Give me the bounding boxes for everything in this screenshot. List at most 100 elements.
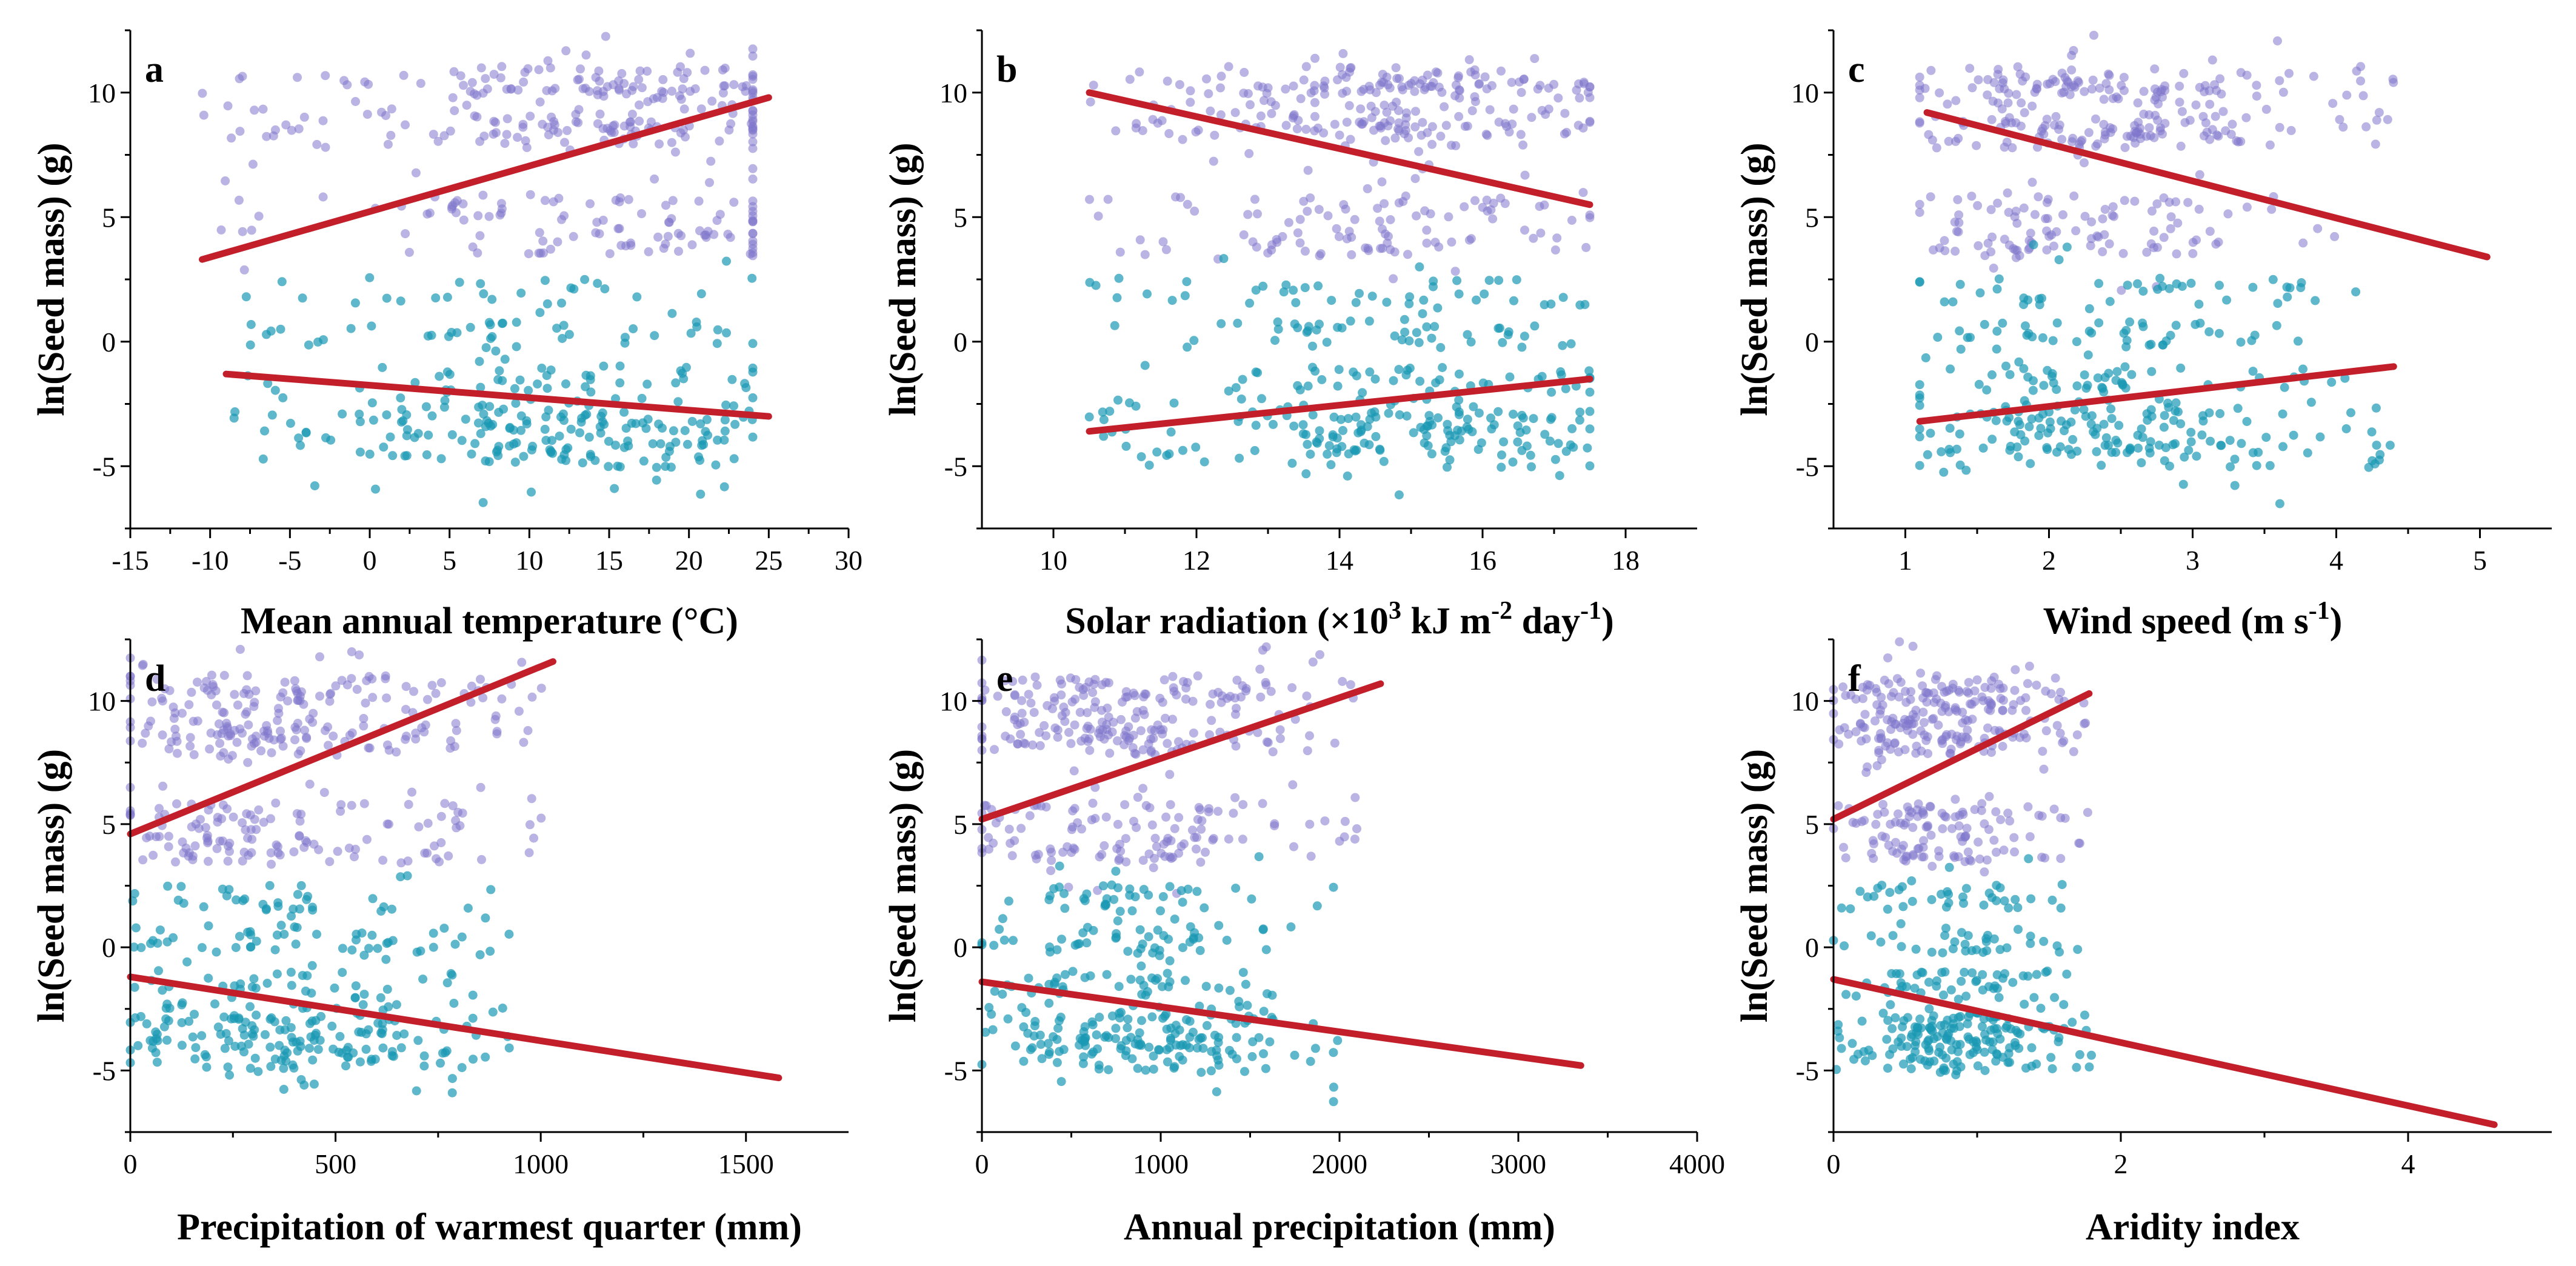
data-point [2114, 94, 2123, 104]
data-point [1155, 945, 1164, 955]
data-point [1983, 90, 1992, 100]
data-point [1136, 961, 1146, 971]
data-point [1912, 741, 1921, 751]
data-point [2051, 112, 2061, 121]
data-point [442, 293, 452, 302]
data-point [1166, 800, 1175, 810]
data-point [1896, 919, 1906, 928]
data-point [2201, 118, 2211, 128]
data-point [1949, 1024, 1959, 1033]
data-point [1356, 104, 1366, 114]
data-point [1233, 318, 1243, 328]
data-point [173, 748, 182, 758]
data-point [1989, 672, 1999, 682]
data-point [1940, 931, 1950, 941]
data-point [412, 1086, 421, 1096]
x-axis-title: Precipitation of warmest quarter (mm) [177, 1207, 802, 1248]
data-point [1112, 293, 1122, 302]
data-point [2237, 439, 2246, 448]
data-point [1995, 883, 2005, 893]
data-point [720, 64, 730, 73]
data-point [2233, 404, 2243, 413]
y-tick-label: -5 [93, 451, 116, 482]
data-point [1116, 846, 1126, 856]
data-point [586, 387, 596, 397]
data-point [657, 87, 667, 96]
data-point [1963, 725, 1972, 735]
data-point [1967, 699, 1977, 709]
data-point [2093, 139, 2102, 148]
data-point [1098, 725, 1107, 735]
data-point [719, 435, 729, 445]
data-point [2283, 292, 2292, 302]
data-point [1474, 79, 1484, 89]
data-point [472, 90, 482, 100]
data-point [1858, 682, 1867, 692]
data-point [1162, 837, 1172, 847]
data-point [1995, 945, 2005, 954]
data-point [429, 130, 438, 139]
data-point [1064, 882, 1073, 892]
data-point [359, 950, 369, 960]
data-point [1149, 733, 1158, 743]
data-point [1083, 721, 1093, 731]
data-point [401, 682, 411, 691]
data-point [2205, 99, 2215, 109]
data-point [2186, 427, 2196, 437]
data-point [2275, 499, 2284, 508]
data-point [748, 367, 758, 377]
data-point [154, 966, 163, 976]
data-point [1972, 675, 1982, 685]
data-point [1971, 977, 1981, 987]
data-point [435, 371, 444, 381]
data-point [1464, 235, 1474, 245]
data-point [1310, 112, 1320, 121]
data-point [2252, 81, 2261, 90]
data-point [586, 375, 595, 384]
data-point [1851, 991, 1861, 1001]
data-point [1463, 415, 1472, 424]
data-point [1370, 107, 1380, 116]
data-point [705, 178, 714, 187]
data-point [2147, 206, 2157, 216]
data-point [450, 106, 459, 116]
data-point [1999, 845, 2009, 855]
data-point [1361, 243, 1370, 253]
data-point [1212, 1051, 1222, 1061]
data-point [147, 697, 157, 707]
data-point [1333, 75, 1343, 85]
data-point [384, 819, 393, 829]
data-point [1017, 696, 1027, 705]
data-point [1395, 410, 1404, 419]
data-point [1869, 839, 1878, 848]
data-point [2100, 441, 2110, 450]
data-point [534, 65, 544, 75]
data-point [251, 686, 261, 696]
data-point [486, 421, 496, 431]
data-point [191, 1043, 201, 1053]
data-point [626, 238, 636, 248]
data-point [1149, 863, 1158, 873]
data-point [669, 426, 678, 436]
data-point [1059, 1045, 1069, 1054]
data-point [1950, 853, 1960, 862]
data-point [1581, 242, 1591, 252]
data-point [1467, 106, 1477, 116]
data-point [990, 987, 999, 996]
data-point [184, 1016, 194, 1026]
data-point [1983, 238, 1993, 248]
data-point [1346, 316, 1355, 326]
data-point [696, 419, 706, 428]
data-point [2164, 402, 2174, 412]
data-point [1341, 204, 1350, 214]
data-point [2004, 88, 2014, 98]
data-point [1138, 745, 1148, 755]
x-tick-label: 1000 [1133, 1148, 1189, 1179]
data-point [624, 195, 633, 204]
data-point [396, 1043, 406, 1053]
data-point [2155, 273, 2165, 283]
data-point [2037, 811, 2047, 821]
data-point [1308, 341, 1317, 351]
data-point [2021, 1063, 2030, 1073]
data-point [1994, 679, 2004, 689]
